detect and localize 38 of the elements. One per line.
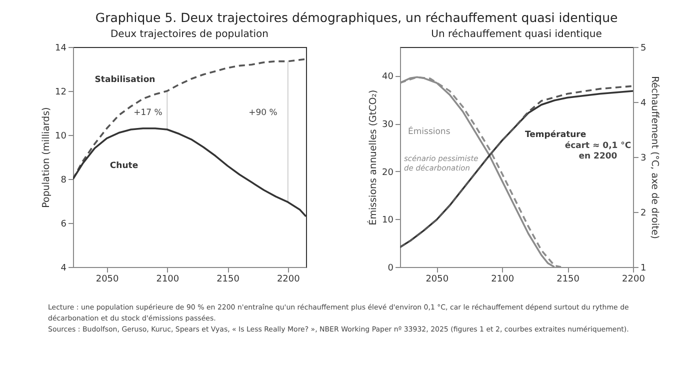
y2-tick-label: 4 [640,98,646,108]
y2-axis-title: Réchauffement (°C, axe de droite) [649,76,660,239]
y2-tick-label: 2 [640,208,646,218]
y-tick-label: 30 [382,120,394,130]
annotation: Émissions [408,126,451,137]
x-tick-label: 2200 [276,274,300,284]
y-tick-label: 6 [60,220,67,230]
x-tick-label: 2100 [491,274,514,284]
y-tick-label: 8 [60,176,67,186]
annotation: +17 % [134,108,162,118]
y-axis-title: Population (milliards) [41,107,52,208]
y-tick-label: 12 [55,88,66,98]
line-series [73,58,306,180]
annotation: Chute [110,161,138,171]
y-tick-label: 10 [382,216,394,226]
chart-title: Deux trajectoires de population [110,29,269,40]
chart-title: Un réchauffement quasi identique [431,29,602,40]
y2-tick-label: 3 [640,154,646,164]
x-tick-label: 2150 [216,274,240,284]
annotation: Stabilisation [94,75,156,85]
x-tick-label: 2050 [96,274,120,284]
annotation: +90 % [248,108,278,118]
y-tick-label: 4 [60,264,67,274]
y-tick-label: 40 [382,72,394,82]
y2-tick-label: 1 [640,264,646,274]
x-tick-label: 2050 [426,274,449,284]
y-tick-label: 0 [388,264,394,274]
y2-tick-label: 5 [640,44,646,54]
y-tick-label: 14 [55,44,67,54]
annotation: Température [525,130,586,140]
x-tick-label: 2150 [556,274,580,284]
y-axis-title: Émissions annuelles (GtCO₂) [367,90,380,226]
x-tick-label: 2100 [156,274,180,284]
y-tick-label: 10 [55,132,67,142]
text: Graphique 5. Deux trajectoires démographiques, un réchauffement quasi identique [95,10,618,25]
annotation: écart ≈ 0,1 °C en 2200 [564,141,632,162]
y-tick-label: 20 [382,168,394,178]
x-tick-label: 2200 [622,274,646,284]
